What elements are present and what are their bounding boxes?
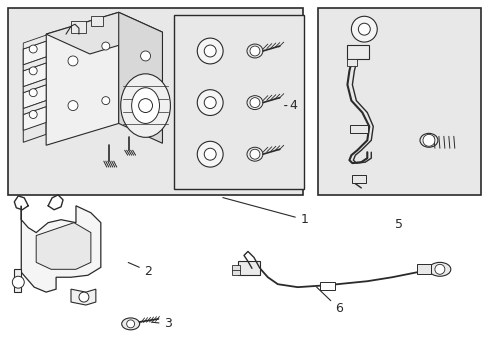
Text: 6: 6 <box>316 287 343 315</box>
Bar <box>238 261 260 275</box>
Bar <box>71 21 86 33</box>
Circle shape <box>29 111 37 118</box>
Polygon shape <box>71 289 96 305</box>
Bar <box>317 8 480 195</box>
Circle shape <box>204 96 216 109</box>
Circle shape <box>12 276 24 288</box>
Circle shape <box>249 46 260 56</box>
Text: 2: 2 <box>128 262 152 278</box>
Circle shape <box>141 51 150 61</box>
Ellipse shape <box>121 74 170 137</box>
Bar <box>416 264 430 274</box>
Polygon shape <box>23 85 46 109</box>
Circle shape <box>197 90 223 116</box>
Polygon shape <box>21 206 101 292</box>
Polygon shape <box>14 269 21 292</box>
Circle shape <box>249 98 260 108</box>
Bar <box>350 125 367 133</box>
Ellipse shape <box>246 96 263 109</box>
Bar <box>174 15 303 189</box>
Ellipse shape <box>428 262 450 276</box>
Circle shape <box>204 148 216 160</box>
Text: 3: 3 <box>151 318 172 330</box>
Circle shape <box>197 38 223 64</box>
Circle shape <box>102 96 109 105</box>
Circle shape <box>79 292 89 302</box>
Bar <box>352 175 366 183</box>
Circle shape <box>422 134 434 146</box>
Ellipse shape <box>122 318 139 330</box>
Polygon shape <box>23 41 46 65</box>
Ellipse shape <box>246 44 263 58</box>
Polygon shape <box>46 12 119 145</box>
Text: 1: 1 <box>223 198 308 226</box>
Polygon shape <box>46 12 162 54</box>
Bar <box>346 59 357 66</box>
Polygon shape <box>23 100 46 114</box>
Bar <box>319 282 335 290</box>
Circle shape <box>351 16 376 42</box>
Text: 5: 5 <box>394 218 402 231</box>
Ellipse shape <box>246 147 263 161</box>
Bar <box>232 265 240 271</box>
Polygon shape <box>23 79 46 93</box>
Ellipse shape <box>419 133 437 147</box>
Circle shape <box>434 264 444 274</box>
Bar <box>91 16 102 26</box>
Circle shape <box>102 42 109 50</box>
Circle shape <box>204 45 216 57</box>
Polygon shape <box>119 12 162 143</box>
Circle shape <box>358 23 369 35</box>
Circle shape <box>126 320 134 328</box>
Circle shape <box>29 45 37 53</box>
Circle shape <box>29 89 37 96</box>
Circle shape <box>29 67 37 75</box>
Circle shape <box>197 141 223 167</box>
Bar <box>346 45 368 59</box>
Polygon shape <box>23 41 46 142</box>
Bar <box>8 8 302 195</box>
Text: 4: 4 <box>289 99 297 112</box>
Circle shape <box>138 99 152 113</box>
Circle shape <box>68 100 78 111</box>
Polygon shape <box>23 35 46 49</box>
Polygon shape <box>23 57 46 71</box>
Ellipse shape <box>131 88 159 123</box>
Circle shape <box>68 56 78 66</box>
Polygon shape <box>23 107 46 130</box>
Bar <box>232 270 240 275</box>
Polygon shape <box>36 223 91 269</box>
Polygon shape <box>23 63 46 87</box>
Circle shape <box>249 149 260 159</box>
